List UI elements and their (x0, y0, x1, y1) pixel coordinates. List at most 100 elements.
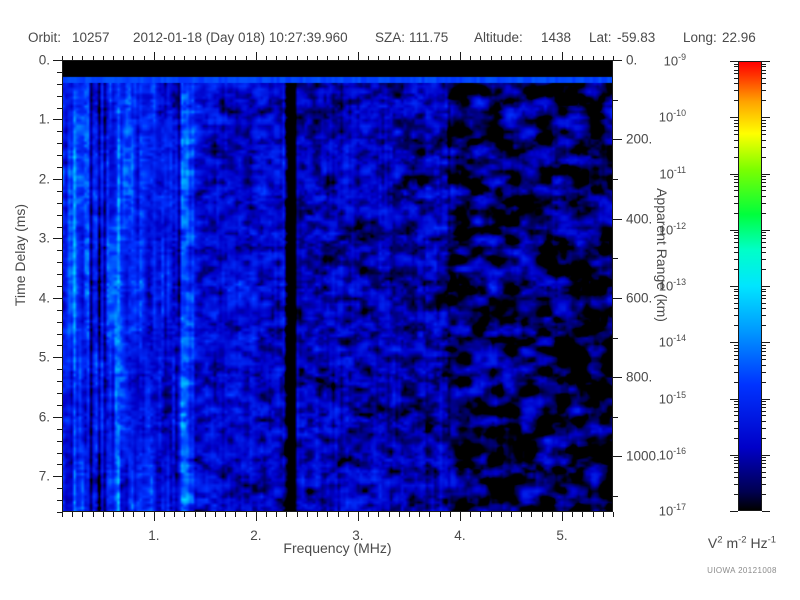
x-top-minor-tick (276, 56, 278, 61)
colorbar-minor-tick (762, 371, 766, 373)
colorbar-tick-label: 10-12 (658, 220, 686, 238)
x-top-minor-tick (286, 56, 288, 61)
colorbar-minor-tick (762, 246, 766, 248)
y-left-minor-tick (57, 250, 62, 252)
colorbar-minor-tick (762, 73, 766, 75)
x-top-minor-tick (408, 56, 410, 61)
y-left-minor-tick (57, 488, 62, 490)
x-minor-tick (204, 512, 206, 517)
x-minor-tick (143, 512, 145, 517)
x-top-minor-tick (184, 56, 186, 61)
colorbar-minor-tick (734, 259, 738, 261)
y-left-major-tick (53, 416, 62, 418)
y-left-minor-tick (57, 107, 62, 109)
x-minor-tick (368, 512, 370, 517)
x-minor-tick (306, 512, 308, 517)
colorbar-minor-tick (762, 139, 766, 141)
x-axis-top-ticks (62, 52, 614, 61)
colorbar-minor-tick (762, 122, 766, 124)
colorbar-minor-tick (762, 494, 766, 496)
y-left-tick-label: 6. (38, 409, 50, 425)
colorbar-minor-tick (762, 308, 766, 310)
colorbar-minor-tick (734, 156, 738, 158)
colorbar-minor-tick (762, 66, 766, 68)
y-left-tick-label: 3. (38, 230, 50, 246)
y-left-minor-tick (57, 393, 62, 395)
x-minor-tick (572, 512, 574, 517)
x-top-minor-tick (347, 56, 349, 61)
colorbar-gradient (739, 62, 761, 510)
colorbar-minor-tick (762, 119, 766, 121)
header-metadata: Orbit: 10257 2012-01-18 (Day 018) 10:27:39… (0, 30, 800, 48)
header-label-4: Lat: (589, 30, 612, 45)
header-label-2: SZA: (375, 30, 406, 45)
colorbar-major-tick (730, 398, 738, 400)
x-top-minor-tick (306, 56, 308, 61)
x-top-minor-tick (225, 56, 227, 61)
y-right-tick-label: 0. (626, 52, 638, 68)
colorbar-major-tick (762, 117, 770, 119)
x-minor-tick (337, 512, 339, 517)
x-major-tick (255, 512, 257, 521)
y-left-tick-label: 1. (38, 111, 50, 127)
colorbar-minor-tick (734, 308, 738, 310)
y-right-major-tick (613, 139, 622, 141)
x-top-minor-tick (215, 56, 217, 61)
colorbar-minor-tick (734, 494, 738, 496)
colorbar-minor-tick (762, 477, 766, 479)
y-left-major-tick (53, 297, 62, 299)
x-minor-tick (347, 512, 349, 517)
y-left-minor-tick (57, 95, 62, 97)
colorbar-minor-tick (762, 344, 766, 346)
y-left-tick-label: 0. (38, 52, 50, 68)
y-left-tick-label: 5. (38, 349, 50, 365)
colorbar-minor-tick (734, 288, 738, 290)
x-minor-tick (602, 512, 604, 517)
x-minor-tick (521, 512, 523, 517)
colorbar-minor-tick (762, 437, 766, 439)
y-left-tick-label: 7. (38, 468, 50, 484)
x-minor-tick (286, 512, 288, 517)
y-left-minor-tick (57, 190, 62, 192)
x-minor-tick (82, 512, 84, 517)
colorbar-minor-tick (734, 212, 738, 214)
colorbar-minor-tick (762, 125, 766, 127)
colorbar-minor-tick (762, 294, 766, 296)
y-left-major-tick (53, 60, 62, 61)
colorbar-minor-tick (734, 381, 738, 383)
colorbar-minor-tick (762, 63, 766, 65)
y-left-minor-tick (57, 262, 62, 264)
colorbar-minor-tick (762, 467, 766, 469)
x-minor-tick (510, 512, 512, 517)
header-label-3: Altitude: (474, 30, 523, 45)
x-top-minor-tick (368, 56, 370, 61)
colorbar-minor-tick (734, 252, 738, 254)
colorbar-minor-tick (734, 125, 738, 127)
colorbar-minor-tick (762, 195, 766, 197)
x-top-minor-tick (398, 56, 400, 61)
y-right-minor-tick (613, 496, 618, 498)
colorbar-tick-label: 10-17 (658, 502, 686, 519)
colorbar-minor-tick (762, 77, 766, 79)
colorbar-minor-tick (762, 350, 766, 352)
colorbar-tick-label: 10-9 (663, 52, 686, 69)
colorbar-minor-tick (734, 134, 738, 136)
colorbar-minor-tick (762, 288, 766, 290)
colorbar-minor-tick (734, 477, 738, 479)
x-top-minor-tick (439, 56, 441, 61)
x-minor-tick (194, 512, 196, 517)
x-top-minor-tick (429, 56, 431, 61)
colorbar-minor-tick (734, 63, 738, 65)
colorbar-minor-tick (734, 298, 738, 300)
y-left-minor-tick (57, 333, 62, 335)
x-minor-tick (92, 512, 94, 517)
colorbar-minor-tick (762, 182, 766, 184)
colorbar-minor-tick (734, 364, 738, 366)
spectrogram-plot-area (62, 60, 613, 512)
y-left-minor-tick (57, 440, 62, 442)
colorbar-minor-tick (762, 156, 766, 158)
y-left-minor-tick (57, 83, 62, 85)
colorbar-minor-tick (734, 484, 738, 486)
y-left-minor-tick (57, 167, 62, 169)
colorbar-minor-tick (762, 134, 766, 136)
